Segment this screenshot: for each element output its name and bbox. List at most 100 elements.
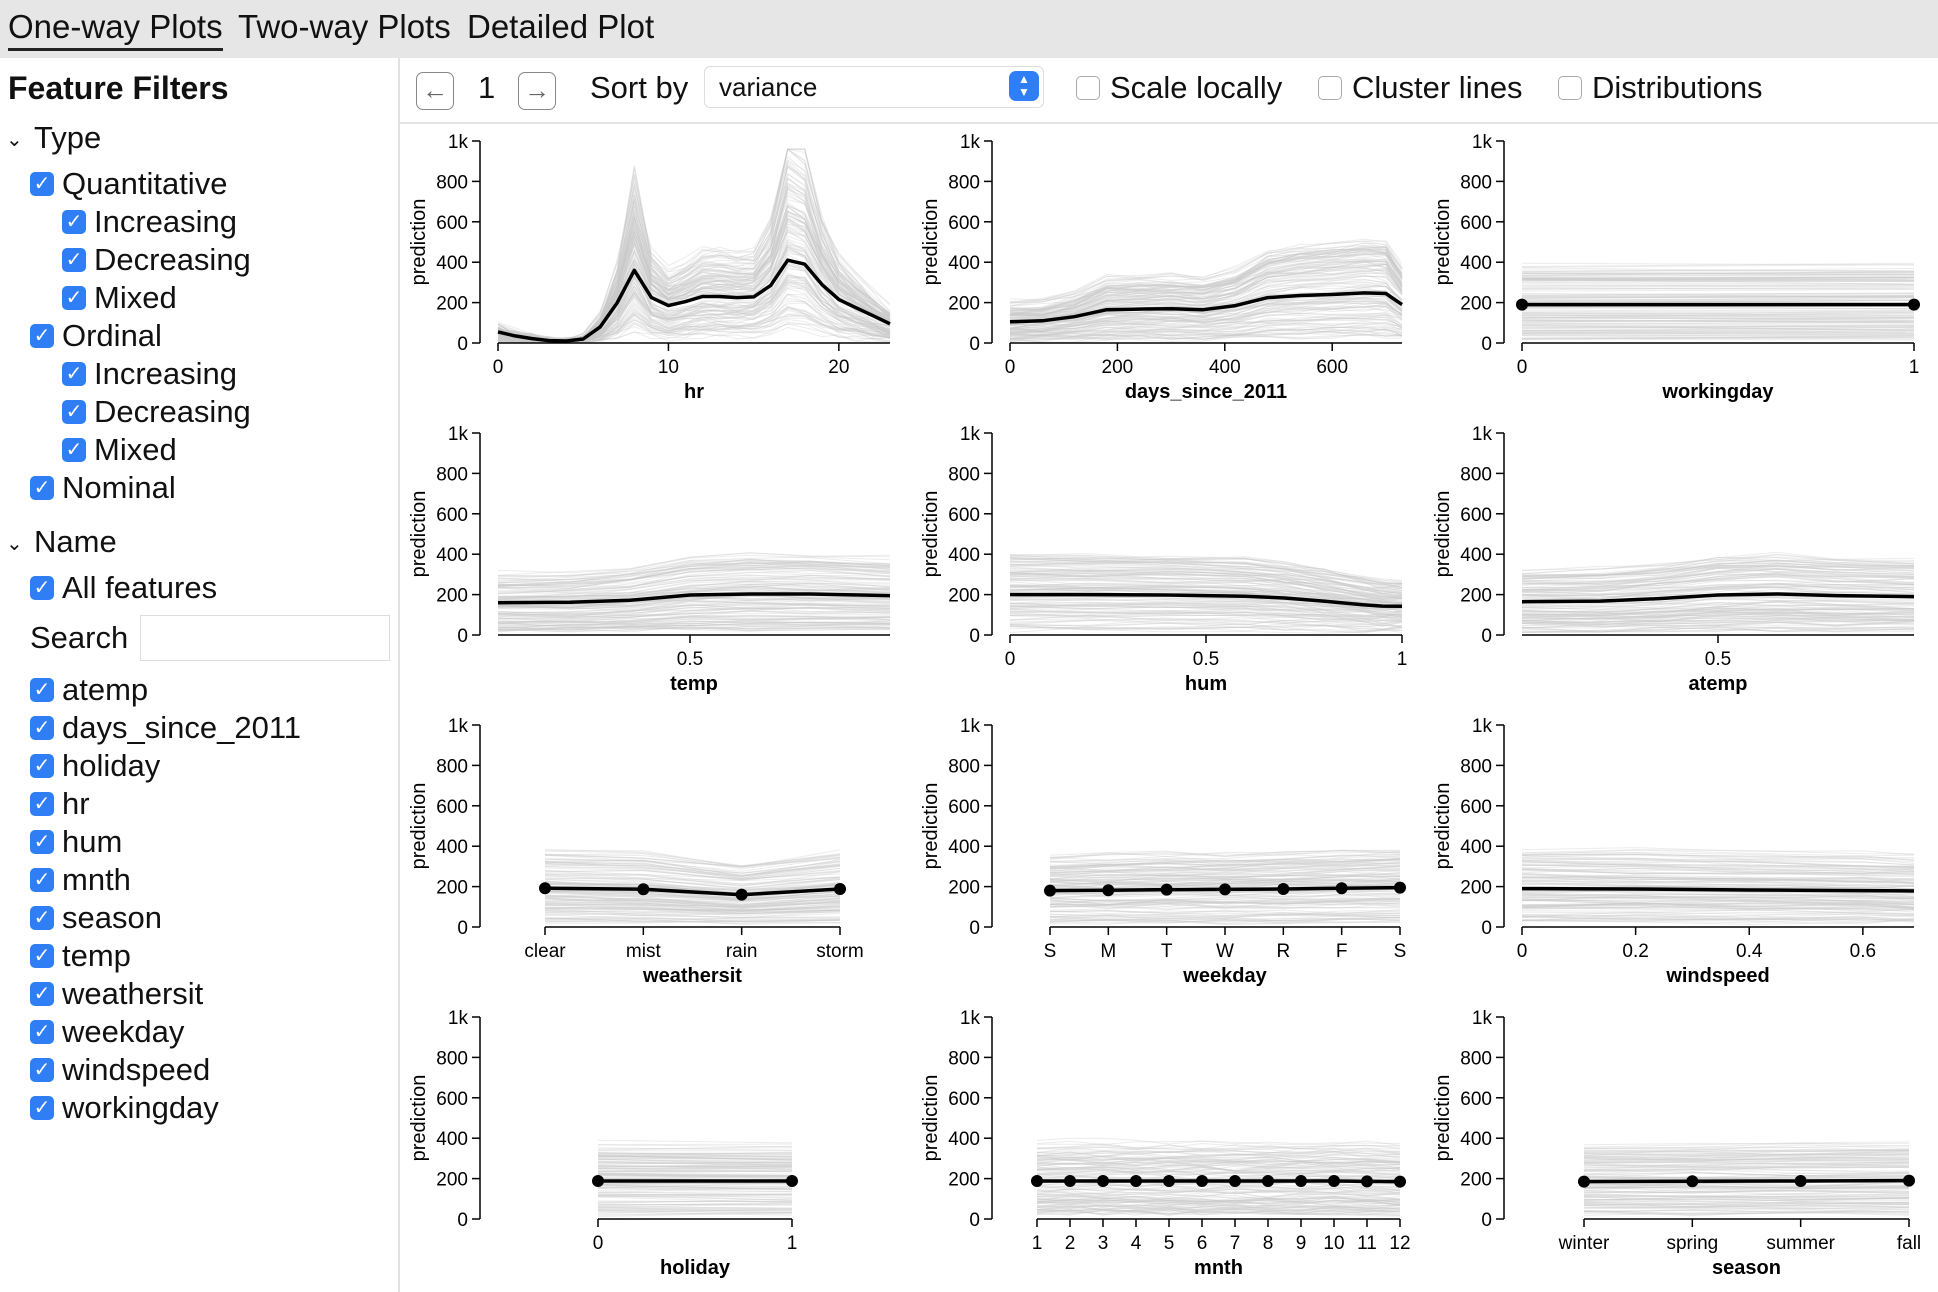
checkbox-checked-icon[interactable]: ✓ [30,791,54,816]
feature-checkbox-hr[interactable]: ✓ hr [30,786,90,822]
ice-line [1521,296,1915,302]
sort-by-select[interactable]: variance ▲ ▼ [704,66,1044,108]
ice-line [597,1186,793,1191]
y-tick-label: 0 [1481,626,1492,647]
scale-locally-toggle[interactable]: Scale locally [1076,70,1282,106]
filter-quantitative-increasing[interactable]: ✓ Increasing [62,204,237,240]
ice-line [1049,878,1401,886]
pdp-point [1219,883,1231,896]
checkbox-checked-icon[interactable]: ✓ [30,715,54,740]
feature-checkbox-season[interactable]: ✓ season [30,900,162,936]
feature-checkbox-hum[interactable]: ✓ hum [30,824,122,860]
ice-line [1521,864,1915,871]
checkbox-checked-icon[interactable]: ✓ [30,1019,54,1044]
search-input[interactable] [140,615,390,661]
ice-line [1036,1156,1401,1164]
cluster-lines-toggle[interactable]: Cluster lines [1318,70,1523,106]
x-tick-label: winter [1558,1233,1610,1254]
feature-checkbox-days-since-2011[interactable]: ✓ days_since_2011 [30,710,301,746]
feature-checkbox-atemp[interactable]: ✓ atemp [30,672,148,708]
ice-line [1009,555,1403,584]
tab-one-way-plots[interactable]: One-way Plots [8,8,223,51]
ice-line [1049,858,1401,869]
prev-page-button[interactable]: ← [416,72,454,110]
ice-line [1521,278,1915,282]
checkbox-unchecked-icon[interactable] [1076,75,1100,100]
ice-line [497,561,891,582]
checkbox-unchecked-icon[interactable] [1558,75,1582,100]
y-tick-label: 0 [1481,918,1492,939]
checkbox-checked-icon[interactable]: ✓ [30,1095,54,1120]
checkbox-checked-icon[interactable]: ✓ [62,247,86,272]
checkbox-unchecked-icon[interactable] [1318,75,1342,100]
ice-line [597,1158,793,1164]
checkbox-checked-icon[interactable]: ✓ [30,1057,54,1082]
type-section-toggle[interactable]: ⌄ Type [6,120,101,156]
ice-line [544,904,841,912]
filter-ordinal-decreasing[interactable]: ✓ Decreasing [62,394,251,430]
checkbox-checked-icon[interactable]: ✓ [62,209,86,234]
tab-detailed-plot[interactable]: Detailed Plot [467,8,655,45]
filter-ordinal-increasing[interactable]: ✓ Increasing [62,356,237,392]
ice-line [1009,325,1403,337]
filter-ordinal[interactable]: ✓ Ordinal [30,318,162,354]
feature-checkbox-temp[interactable]: ✓ temp [30,938,131,974]
checkbox-checked-icon[interactable]: ✓ [30,677,54,702]
ice-line [1009,572,1403,598]
y-tick-label: 0 [969,626,980,647]
name-section-toggle[interactable]: ⌄ Name [6,524,117,560]
ice-line [497,561,891,587]
ice-line [497,214,891,343]
checkbox-checked-icon[interactable]: ✓ [30,475,54,500]
feature-checkbox-workingday[interactable]: ✓ workingday [30,1090,219,1126]
checkbox-checked-icon[interactable]: ✓ [30,905,54,930]
checkbox-checked-icon[interactable]: ✓ [30,575,54,600]
distributions-toggle[interactable]: Distributions [1558,70,1763,106]
ice-line [544,885,841,894]
tab-two-way-plots[interactable]: Two-way Plots [238,8,451,45]
feature-checkbox-weekday[interactable]: ✓ weekday [30,1014,184,1050]
ice-line [1009,611,1403,622]
filter-all-features[interactable]: ✓ All features [30,570,217,606]
filter-ordinal-mixed[interactable]: ✓ Mixed [62,432,177,468]
checkbox-checked-icon[interactable]: ✓ [30,829,54,854]
feature-checkbox-holiday[interactable]: ✓ holiday [30,748,160,784]
feature-checkbox-weathersit[interactable]: ✓ weathersit [30,976,203,1012]
filter-quantitative-decreasing[interactable]: ✓ Decreasing [62,242,251,278]
checkbox-checked-icon[interactable]: ✓ [30,867,54,892]
checkbox-checked-icon[interactable]: ✓ [30,753,54,778]
ice-line [544,900,841,907]
feature-checkbox-mnth[interactable]: ✓ mnth [30,862,131,898]
checkbox-checked-icon[interactable]: ✓ [62,399,86,424]
checkbox-checked-icon[interactable]: ✓ [30,171,54,196]
filter-quantitative[interactable]: ✓ Quantitative [30,166,227,202]
filter-nominal[interactable]: ✓ Nominal [30,470,176,506]
ice-line [497,615,891,623]
ice-line [1583,1164,1910,1169]
checkbox-checked-icon[interactable]: ✓ [30,323,54,348]
checkbox-checked-icon[interactable]: ✓ [62,285,86,310]
ice-line [544,890,841,901]
ice-line [1521,277,1915,279]
filter-quantitative-mixed[interactable]: ✓ Mixed [62,280,177,316]
ice-line [1583,1207,1910,1210]
checkbox-checked-icon[interactable]: ✓ [62,361,86,386]
next-page-button[interactable]: → [518,72,556,110]
checkbox-checked-icon[interactable]: ✓ [30,981,54,1006]
feature-checkbox-windspeed[interactable]: ✓ windspeed [30,1052,210,1088]
checkbox-checked-icon[interactable]: ✓ [62,437,86,462]
ice-line [1009,312,1403,337]
checkbox-checked-icon[interactable]: ✓ [30,943,54,968]
